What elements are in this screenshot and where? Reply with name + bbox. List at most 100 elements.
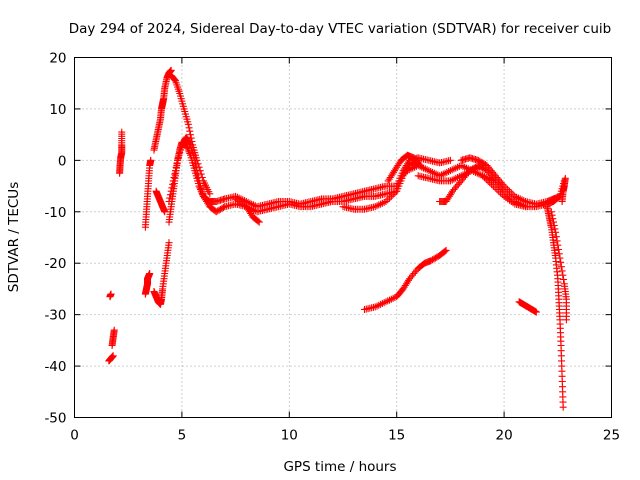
data-point — [194, 160, 202, 168]
data-point — [441, 247, 449, 255]
x-tick-label-5: 25 — [603, 428, 620, 444]
data-point — [556, 254, 564, 262]
y-tick-label-3: -20 — [44, 256, 66, 272]
data-point — [188, 138, 196, 145]
data-point — [169, 177, 177, 185]
data-point — [184, 120, 192, 128]
series-arc-b5 — [152, 187, 169, 216]
data-point — [554, 241, 562, 249]
data-point — [555, 250, 563, 258]
y-tick-labels: -50 -40 -30 -20 -10 0 10 20 — [44, 51, 66, 427]
chart-title: Day 294 of 2024, Sidereal Day-to-day VTE… — [69, 21, 611, 37]
y-tick-label-5: 0 — [58, 153, 67, 169]
data-point — [186, 127, 194, 135]
data-point — [107, 290, 115, 298]
data-point — [206, 190, 214, 198]
series-arc-h2 — [547, 208, 570, 324]
data-point — [550, 222, 558, 229]
y-tick-label-6: 10 — [49, 102, 66, 118]
data-point — [550, 218, 558, 226]
data-point — [171, 76, 179, 84]
y-tick-label-0: -50 — [44, 411, 66, 427]
series-arc-b2 — [141, 156, 155, 231]
data-point — [196, 167, 204, 175]
data-point — [170, 174, 178, 181]
x-tick-label-1: 5 — [178, 428, 187, 444]
data-point — [446, 156, 454, 164]
data-point — [558, 267, 566, 275]
data-point — [173, 160, 181, 168]
series-arc-a2 — [108, 326, 118, 349]
series-arc-c3 — [167, 72, 214, 198]
plot-frame — [74, 57, 612, 418]
data-point — [186, 131, 194, 139]
data-point — [255, 218, 263, 226]
data-point — [171, 170, 179, 178]
x-tick-label-4: 20 — [496, 428, 513, 444]
data-point — [386, 194, 394, 202]
data-point — [193, 156, 201, 164]
series-arc-h3 — [558, 174, 569, 205]
data-point — [166, 194, 174, 202]
data-point — [168, 184, 176, 192]
data-point — [118, 128, 126, 136]
series-arc-g1 — [515, 298, 540, 316]
data-point — [552, 233, 560, 241]
data-point — [169, 180, 177, 188]
data-point — [560, 276, 568, 283]
y-axis-label: SDTVAR / TECUs — [6, 182, 22, 292]
series-arc-c2 — [165, 133, 229, 216]
data-point — [559, 271, 567, 279]
series-arc-a1 — [105, 352, 117, 365]
y-tick-label-2: -30 — [44, 308, 66, 324]
series-arc-a3 — [106, 290, 115, 301]
series-arc-a4 — [116, 128, 126, 177]
series-arc-b4 — [150, 239, 173, 308]
axis-ticks — [74, 57, 612, 418]
data-points — [105, 66, 570, 411]
data-point — [553, 237, 561, 245]
series-arc-d3 — [232, 195, 263, 226]
y-tick-label-1: -40 — [44, 359, 66, 375]
y-tick-label-7: 20 — [49, 51, 66, 67]
x-tick-label-2: 10 — [281, 428, 298, 444]
data-point — [559, 403, 567, 411]
data-point — [505, 187, 513, 195]
data-point — [172, 163, 180, 171]
data-point — [491, 184, 499, 192]
data-point — [557, 263, 565, 271]
data-point — [532, 308, 540, 316]
series-arc-h1 — [543, 203, 567, 411]
data-point — [147, 156, 155, 164]
x-tick-labels: 0 5 10 15 20 25 — [70, 428, 620, 444]
grid-lines — [74, 57, 612, 418]
data-point — [146, 270, 154, 277]
data-point — [171, 167, 179, 175]
x-tick-label-3: 15 — [388, 428, 405, 444]
y-tick-label-4: -10 — [44, 205, 66, 221]
series-arc-b1 — [141, 270, 154, 298]
data-point — [167, 187, 175, 195]
data-point — [551, 225, 559, 233]
data-point — [557, 258, 565, 266]
data-point — [548, 211, 556, 219]
data-point — [502, 184, 510, 192]
data-point — [187, 134, 195, 142]
data-point — [499, 180, 507, 188]
data-point — [198, 174, 206, 181]
data-point — [109, 352, 117, 360]
series-arc-b3 — [150, 66, 175, 154]
series-arc-e7 — [479, 172, 568, 211]
data-point — [170, 75, 178, 83]
data-point — [549, 215, 557, 223]
data-point — [219, 204, 227, 211]
data-point — [561, 174, 569, 182]
data-point — [254, 217, 262, 225]
data-point — [442, 246, 450, 254]
data-point — [507, 189, 515, 197]
series-arc-f1 — [360, 246, 450, 313]
data-point — [165, 239, 173, 247]
data-point — [166, 191, 174, 199]
data-point — [547, 208, 555, 216]
